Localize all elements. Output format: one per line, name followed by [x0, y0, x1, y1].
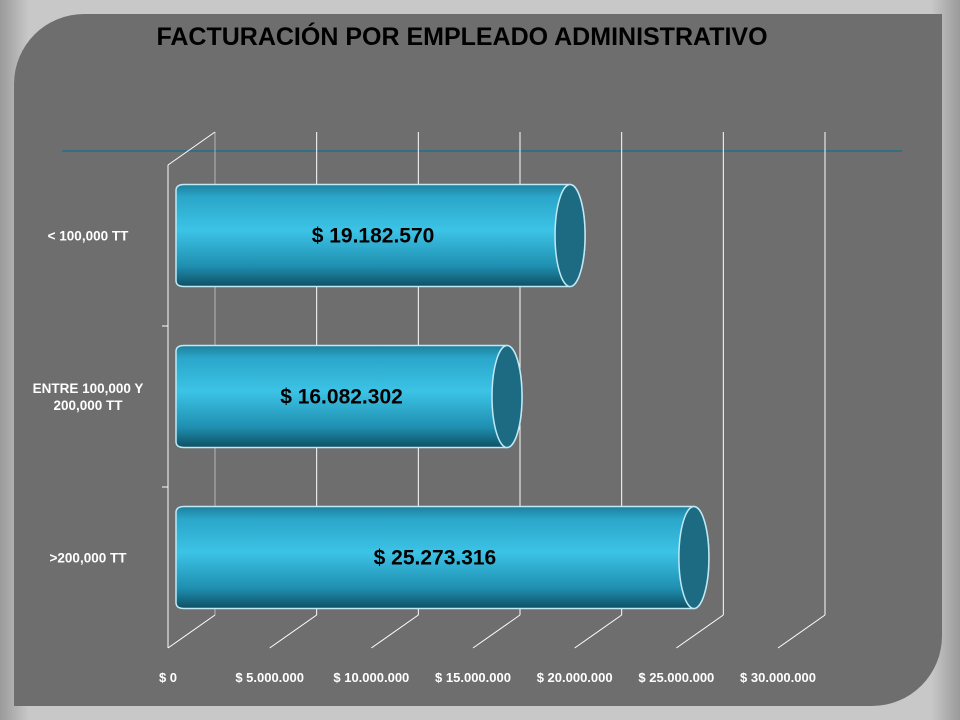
x-tick-label: $ 30.000.000 — [740, 670, 816, 685]
y-category-label: 200,000 TT — [53, 398, 123, 413]
x-tick-label: $ 0 — [159, 670, 177, 685]
floor-gridline — [269, 614, 317, 649]
floor-gridline — [472, 614, 521, 649]
data-label: $ 25.273.316 — [374, 547, 497, 570]
floor-gridline — [574, 614, 622, 649]
x-tick-label: $ 10.000.000 — [333, 670, 409, 685]
data-label: $ 16.082.302 — [280, 386, 403, 409]
floor-gridline — [371, 614, 419, 649]
y-category-label: ENTRE 100,000 Y — [33, 381, 144, 396]
bar-end-cap — [678, 505, 710, 610]
data-label: $ 19.182.570 — [312, 225, 435, 248]
floor-gridline — [676, 614, 724, 649]
bar-end-cap — [554, 183, 586, 288]
bar-end-cap — [491, 344, 523, 449]
label-layer: $ 0 $ 5.000.000 $ 10.000.000 $ 15.000.000 $ … — [33, 225, 816, 686]
y-category-label: < 100,000 TT — [48, 229, 129, 244]
x-tick-label: $ 5.000.000 — [235, 670, 304, 685]
x-tick-label: $ 25.000.000 — [638, 670, 714, 685]
x-tick-label: $ 20.000.000 — [537, 670, 613, 685]
floor-gridline — [167, 614, 216, 649]
bar-layer — [175, 183, 710, 610]
chart-title: FACTURACIÓN POR EMPLEADO ADMINISTRATIVO — [156, 21, 767, 51]
y-axis-top-edge — [167, 131, 216, 166]
floor-gridline — [777, 614, 826, 649]
y-category-label: >200,000 TT — [50, 551, 128, 566]
x-tick-label: $ 15.000.000 — [435, 670, 511, 685]
